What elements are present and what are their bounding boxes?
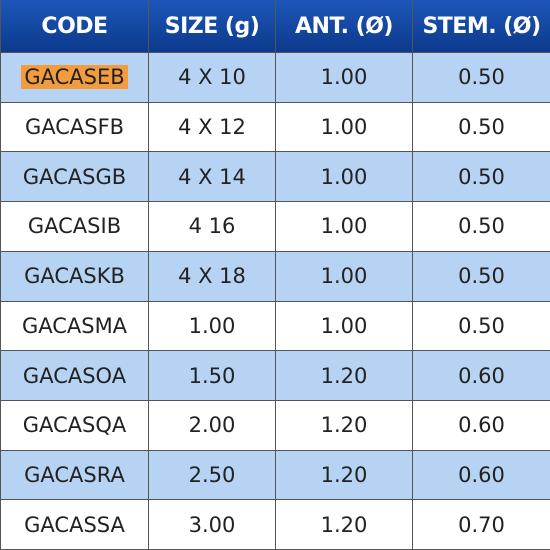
table-cell: GACASKB xyxy=(1,250,149,301)
table-cell: 1.00 xyxy=(276,300,413,351)
table-cell: 0.50 xyxy=(413,101,550,152)
table-cell: 0.70 xyxy=(413,499,550,549)
table-cell: 1.20 xyxy=(276,499,413,549)
table-cell: 1.00 xyxy=(276,201,413,251)
table-cell: 1.20 xyxy=(276,399,413,450)
table-cell: GACASRA xyxy=(1,449,149,500)
table-cell: GACASOA xyxy=(1,350,149,400)
table-cell: 1.00 xyxy=(149,300,276,351)
table-cell: 4 X 14 xyxy=(149,151,276,202)
table-cell: 1.50 xyxy=(149,350,276,400)
table-cell: 2.00 xyxy=(149,399,276,450)
table-cell: 4 16 xyxy=(149,201,276,251)
table-cell: 0.50 xyxy=(413,52,550,102)
table-cell: 0.60 xyxy=(413,350,550,400)
table-cell: 0.60 xyxy=(413,399,550,450)
table-cell: GACASMA xyxy=(1,300,149,351)
table-cell: GACASIB xyxy=(1,201,149,251)
table-cell: 4 X 18 xyxy=(149,250,276,301)
table-cell: 4 X 10 xyxy=(149,52,276,102)
table-cell: GACASFB xyxy=(1,101,149,152)
table-cell: 1.00 xyxy=(276,52,413,102)
table-cell: 0.60 xyxy=(413,449,550,500)
highlighted-code: GACASEB xyxy=(21,65,128,90)
table-cell: 1.00 xyxy=(276,101,413,152)
table-cell: 3.00 xyxy=(149,499,276,549)
table-cell: 1.00 xyxy=(276,250,413,301)
table-cell: 1.00 xyxy=(276,151,413,202)
table-cell: 0.50 xyxy=(413,151,550,202)
table-cell: 1.20 xyxy=(276,350,413,400)
table-cell: GACASQA xyxy=(1,399,149,450)
header-cell: CODE xyxy=(1,0,149,52)
table-cell: GACASEB xyxy=(1,52,149,102)
table-cell: GACASGB xyxy=(1,151,149,202)
header-cell: SIZE (g) xyxy=(149,0,276,52)
table-cell: 2.50 xyxy=(149,449,276,500)
table-cell: 1.20 xyxy=(276,449,413,500)
header-cell: STEM. (Ø) xyxy=(413,0,550,52)
table-cell: 0.50 xyxy=(413,250,550,301)
table-cell: 4 X 12 xyxy=(149,101,276,152)
table-cell: GACASSA xyxy=(1,499,149,549)
table-cell: 0.50 xyxy=(413,201,550,251)
table-cell: 0.50 xyxy=(413,300,550,351)
header-cell: ANT. (Ø) xyxy=(276,0,413,52)
